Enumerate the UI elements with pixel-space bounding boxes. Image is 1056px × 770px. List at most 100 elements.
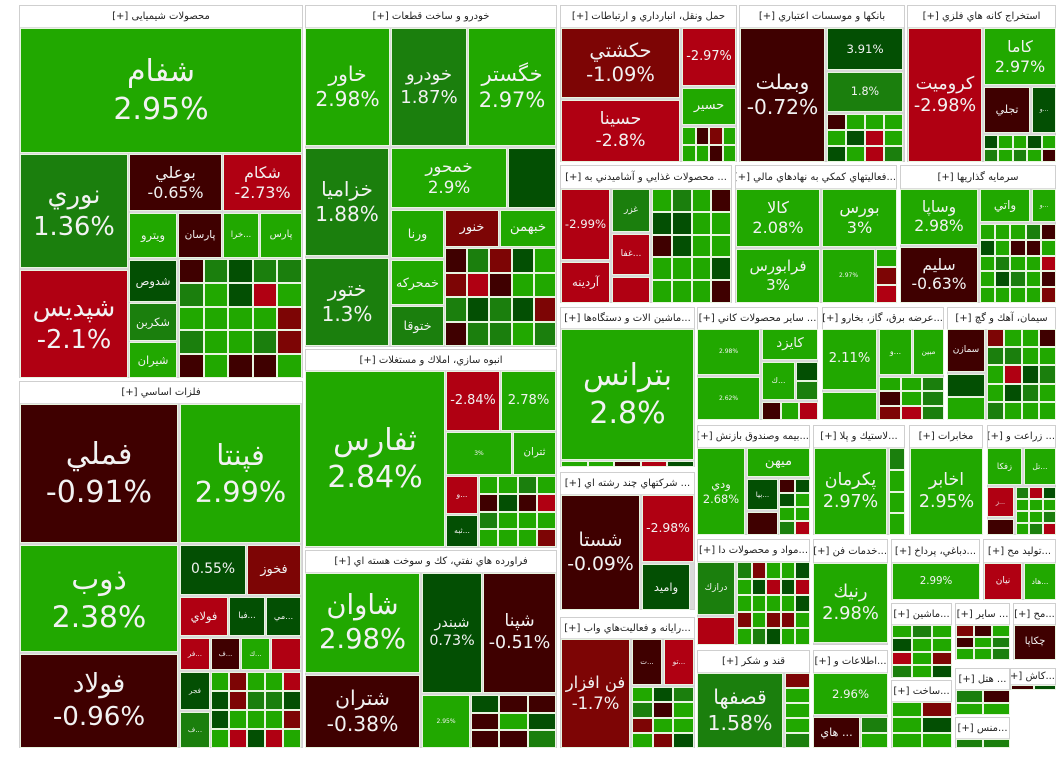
stock-tile-small[interactable] [780, 628, 796, 645]
stock-tile[interactable]: بترانس 2.8% [561, 329, 694, 460]
stock-tile[interactable]: درازك [697, 562, 735, 615]
stock-tile-small[interactable] [974, 625, 992, 637]
stock-tile[interactable]: وساپا 2.98% [900, 189, 978, 245]
stock-tile-small[interactable] [467, 272, 490, 297]
stock-tile-small[interactable] [983, 702, 1010, 715]
stock-tile-small[interactable] [489, 297, 512, 322]
stock-tile-small[interactable] [799, 402, 818, 420]
stock-tile[interactable]: ...تو [664, 639, 694, 685]
stock-tile-small[interactable] [956, 648, 974, 660]
stock-tile-small[interactable] [247, 672, 265, 691]
stock-tile-small[interactable] [1021, 383, 1039, 402]
stock-tile-small[interactable] [527, 695, 556, 713]
stock-tile[interactable]: ...هاد [1024, 563, 1056, 600]
stock-tile-small[interactable] [737, 562, 752, 579]
stock-tile-small[interactable] [499, 730, 528, 748]
stock-tile-small[interactable] [499, 712, 528, 731]
stock-tile-small[interactable] [751, 628, 767, 645]
stock-tile-small[interactable] [922, 377, 944, 392]
stock-tile-small[interactable] [987, 329, 1005, 348]
stock-tile-small[interactable] [879, 391, 901, 406]
sector-title[interactable]: مخابرات [+] [910, 426, 982, 448]
stock-tile-small[interactable] [203, 354, 229, 378]
sector-title[interactable]: ...ماشين الات و دستگاه‌ها [+] [561, 308, 694, 329]
stock-tile-small[interactable] [691, 234, 712, 258]
sector-title[interactable]: ... ساير [+] [956, 604, 1009, 625]
stock-tile-small[interactable] [228, 354, 253, 378]
stock-tile[interactable]: خنور [445, 210, 499, 247]
sector-title[interactable]: بانكها و موسسات اعتباري [+] [740, 6, 904, 28]
stock-tile-small[interactable] [1042, 499, 1056, 511]
stock-tile-small[interactable] [203, 282, 229, 307]
stock-tile[interactable]: خمحركه [391, 260, 444, 305]
stock-tile-small[interactable] [892, 664, 912, 678]
stock-tile[interactable]: شبندر 0.73% [422, 573, 482, 693]
stock-tile[interactable]: ورنا [391, 210, 444, 258]
stock-tile-small[interactable] [766, 595, 781, 612]
sector-title[interactable]: فلزات اساسي [+] [20, 382, 302, 404]
stock-tile-small[interactable] [211, 672, 229, 691]
stock-tile-small[interactable] [283, 672, 301, 691]
stock-tile-small[interactable] [785, 703, 810, 718]
sector-title[interactable]: ...ساخت [+] [892, 681, 951, 702]
stock-tile-small[interactable] [536, 476, 556, 494]
sector-title[interactable]: استخراج كانه هاي فلزي [+] [908, 6, 1055, 28]
stock-tile-small[interactable] [987, 401, 1005, 420]
stock-tile-small[interactable] [711, 257, 731, 281]
stock-tile-small[interactable] [179, 306, 204, 331]
stock-tile-small[interactable] [980, 239, 996, 256]
stock-tile-small[interactable] [892, 702, 922, 718]
stock-tile[interactable]: آردينه [561, 262, 610, 303]
stock-tile-small[interactable] [794, 507, 810, 521]
stock-tile-small[interactable] [912, 651, 932, 665]
stock-tile-small[interactable] [889, 491, 905, 514]
stock-tile[interactable]: ...مي [266, 597, 301, 636]
stock-tile[interactable]: -2.98% [642, 495, 694, 562]
stock-tile-small[interactable] [932, 651, 952, 665]
stock-tile-small[interactable] [737, 595, 752, 612]
stock-tile[interactable]: ختور 1.3% [305, 258, 389, 346]
stock-tile-small[interactable] [1038, 383, 1056, 402]
stock-tile[interactable]: شفام 2.95% [20, 28, 302, 153]
stock-tile[interactable]: خودرو 1.87% [391, 28, 467, 146]
stock-tile-small[interactable] [667, 461, 694, 467]
stock-tile-small[interactable] [511, 297, 534, 322]
stock-tile[interactable]: ...و [879, 329, 912, 375]
stock-tile-small[interactable] [561, 461, 588, 467]
stock-tile-small[interactable] [876, 285, 897, 303]
stock-tile-small[interactable] [252, 330, 278, 355]
stock-tile-small[interactable] [203, 330, 229, 355]
stock-tile-small[interactable] [265, 729, 283, 748]
stock-tile-small[interactable] [1025, 255, 1041, 272]
stock-tile[interactable]: ...و [1032, 189, 1056, 222]
stock-tile[interactable]: پارس [260, 213, 302, 258]
stock-tile-small[interactable] [892, 732, 922, 748]
stock-tile[interactable]: -2.84% [446, 371, 500, 431]
stock-tile-small[interactable] [1021, 401, 1039, 420]
stock-tile-small[interactable] [956, 690, 983, 703]
stock-tile[interactable]: پكرمان 2.97% [814, 448, 887, 535]
stock-tile-small[interactable] [780, 402, 800, 420]
stock-tile[interactable]: خمحور 2.9% [391, 148, 507, 208]
stock-tile-small[interactable] [892, 638, 912, 652]
stock-tile-small[interactable] [892, 625, 912, 639]
stock-tile[interactable]: 2.98% [697, 329, 760, 375]
stock-tile[interactable]: ...ف [211, 638, 240, 670]
stock-tile-small[interactable] [995, 239, 1011, 256]
sector-title[interactable]: قند و شكر [+] [698, 651, 809, 673]
sector-title[interactable]: ...كاش [+] [1011, 669, 1055, 685]
stock-tile[interactable]: كالا 2.08% [736, 189, 820, 247]
stock-tile-small[interactable] [1033, 685, 1056, 690]
stock-tile-small[interactable] [922, 391, 944, 406]
stock-tile[interactable]: ...و [446, 476, 478, 514]
stock-tile-small[interactable] [995, 287, 1011, 303]
stock-tile[interactable]: بوعلي -0.65% [129, 154, 222, 211]
stock-tile-small[interactable] [846, 146, 865, 162]
sector-title[interactable]: ...بيمه وصندوق بازنش [+] [698, 426, 809, 448]
stock-tile[interactable]: حكشتي -1.09% [561, 28, 680, 98]
stock-tile[interactable]: سليم -0.63% [900, 247, 978, 303]
stock-tile-small[interactable] [995, 255, 1011, 272]
stock-tile-small[interactable] [229, 672, 247, 691]
stock-tile[interactable]: 2.62% [697, 377, 760, 420]
stock-tile-small[interactable] [987, 519, 1014, 535]
